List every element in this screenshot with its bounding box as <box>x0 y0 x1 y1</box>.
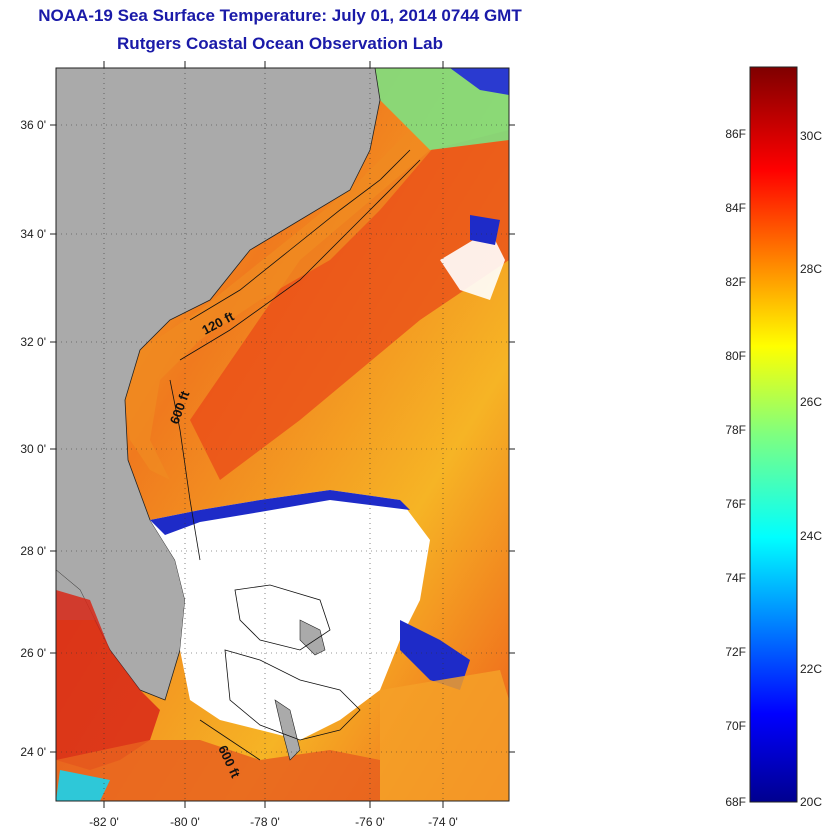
grid-lines <box>56 68 509 801</box>
f-label-86: 86F <box>725 127 746 141</box>
f-label-72: 72F <box>725 645 746 659</box>
c-label-22: 22C <box>800 662 822 676</box>
c-label-20: 20C <box>800 795 822 809</box>
lat-label-28: 28 0' <box>20 544 46 558</box>
lat-label-24: 24 0' <box>20 745 46 759</box>
c-label-30: 30C <box>800 129 822 143</box>
f-label-74: 74F <box>725 571 746 585</box>
map-frame <box>55 67 510 802</box>
lon-label-78: -78 0' <box>250 815 280 829</box>
cloud-edge-east <box>400 620 470 690</box>
contour-600ft-west <box>169 379 201 561</box>
c-label-26: 26C <box>800 395 822 409</box>
sst-map: 120 ft 600 ft 600 ft 36 0' 34 0' 32 0' 3… <box>20 61 515 829</box>
lon-label-76: -76 0' <box>355 815 385 829</box>
cold-patch-east <box>470 215 500 245</box>
contour-bahamas <box>234 584 331 651</box>
cool-patch-south <box>56 770 110 801</box>
lat-label-26: 26 0' <box>20 646 46 660</box>
cloud-edge-north <box>150 490 410 535</box>
warm-water-band <box>190 130 509 480</box>
map-subtitle: Rutgers Coastal Ocean Observation Lab <box>117 34 443 53</box>
southern-warm-strip <box>56 740 380 801</box>
contour-600ft-south <box>199 719 261 761</box>
andros-island <box>274 699 301 761</box>
gulf-warm-water <box>56 590 160 770</box>
c-label-24: 24C <box>800 529 822 543</box>
lat-label-30: 30 0' <box>20 442 46 456</box>
northern-cold-patch <box>450 68 509 95</box>
southeast-warm-water <box>380 670 509 801</box>
f-label-80: 80F <box>725 349 746 363</box>
contour-bahamas-south <box>224 649 361 741</box>
f-label-84: 84F <box>725 201 746 215</box>
f-label-82: 82F <box>725 275 746 289</box>
celsius-scale: 30C 28C 26C 24C 22C 20C <box>800 129 822 809</box>
lat-ticks <box>50 124 515 753</box>
cloud-patch-east <box>440 230 505 300</box>
f-label-76: 76F <box>725 497 746 511</box>
lon-label-74: -74 0' <box>428 815 458 829</box>
lon-label-82: -82 0' <box>89 815 119 829</box>
f-label-70: 70F <box>725 719 746 733</box>
fahrenheit-scale: 86F 84F 82F 80F 78F 76F 74F 72F 70F 68F <box>725 127 746 809</box>
cloud-cover <box>150 490 430 740</box>
f-label-78: 78F <box>725 423 746 437</box>
contour-120ft <box>189 149 411 321</box>
contour-600ft-north <box>179 159 421 361</box>
f-label-68: 68F <box>725 795 746 809</box>
map-title: NOAA-19 Sea Surface Temperature: July 01… <box>38 6 522 25</box>
temperature-colorbar: 86F 84F 82F 80F 78F 76F 74F 72F 70F 68F … <box>725 66 822 809</box>
lat-label-34: 34 0' <box>20 227 46 241</box>
lat-label-32: 32 0' <box>20 335 46 349</box>
coastal-warm-strip <box>125 120 440 480</box>
colorbar-gradient <box>749 66 798 803</box>
lat-label-36: 36 0' <box>20 118 46 132</box>
lon-label-80: -80 0' <box>170 815 200 829</box>
c-label-28: 28C <box>800 262 822 276</box>
northern-cool-water <box>375 68 509 150</box>
lon-ticks <box>103 61 444 808</box>
